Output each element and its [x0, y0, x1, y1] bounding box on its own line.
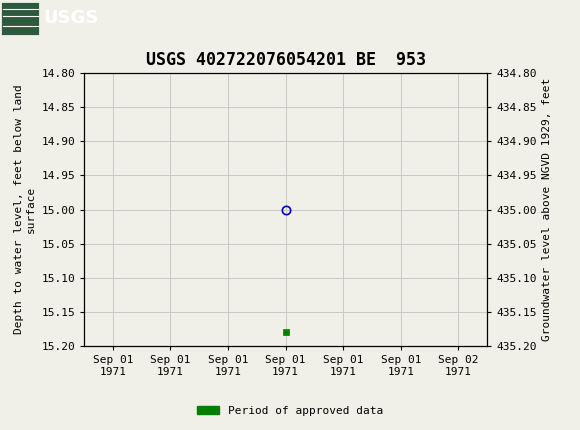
- Y-axis label: Groundwater level above NGVD 1929, feet: Groundwater level above NGVD 1929, feet: [542, 78, 552, 341]
- Legend: Period of approved data: Period of approved data: [193, 401, 387, 420]
- Text: USGS: USGS: [44, 9, 99, 27]
- Title: USGS 402722076054201 BE  953: USGS 402722076054201 BE 953: [146, 51, 426, 69]
- Bar: [1, 2, 39, 35]
- Y-axis label: Depth to water level, feet below land
surface: Depth to water level, feet below land su…: [14, 85, 36, 335]
